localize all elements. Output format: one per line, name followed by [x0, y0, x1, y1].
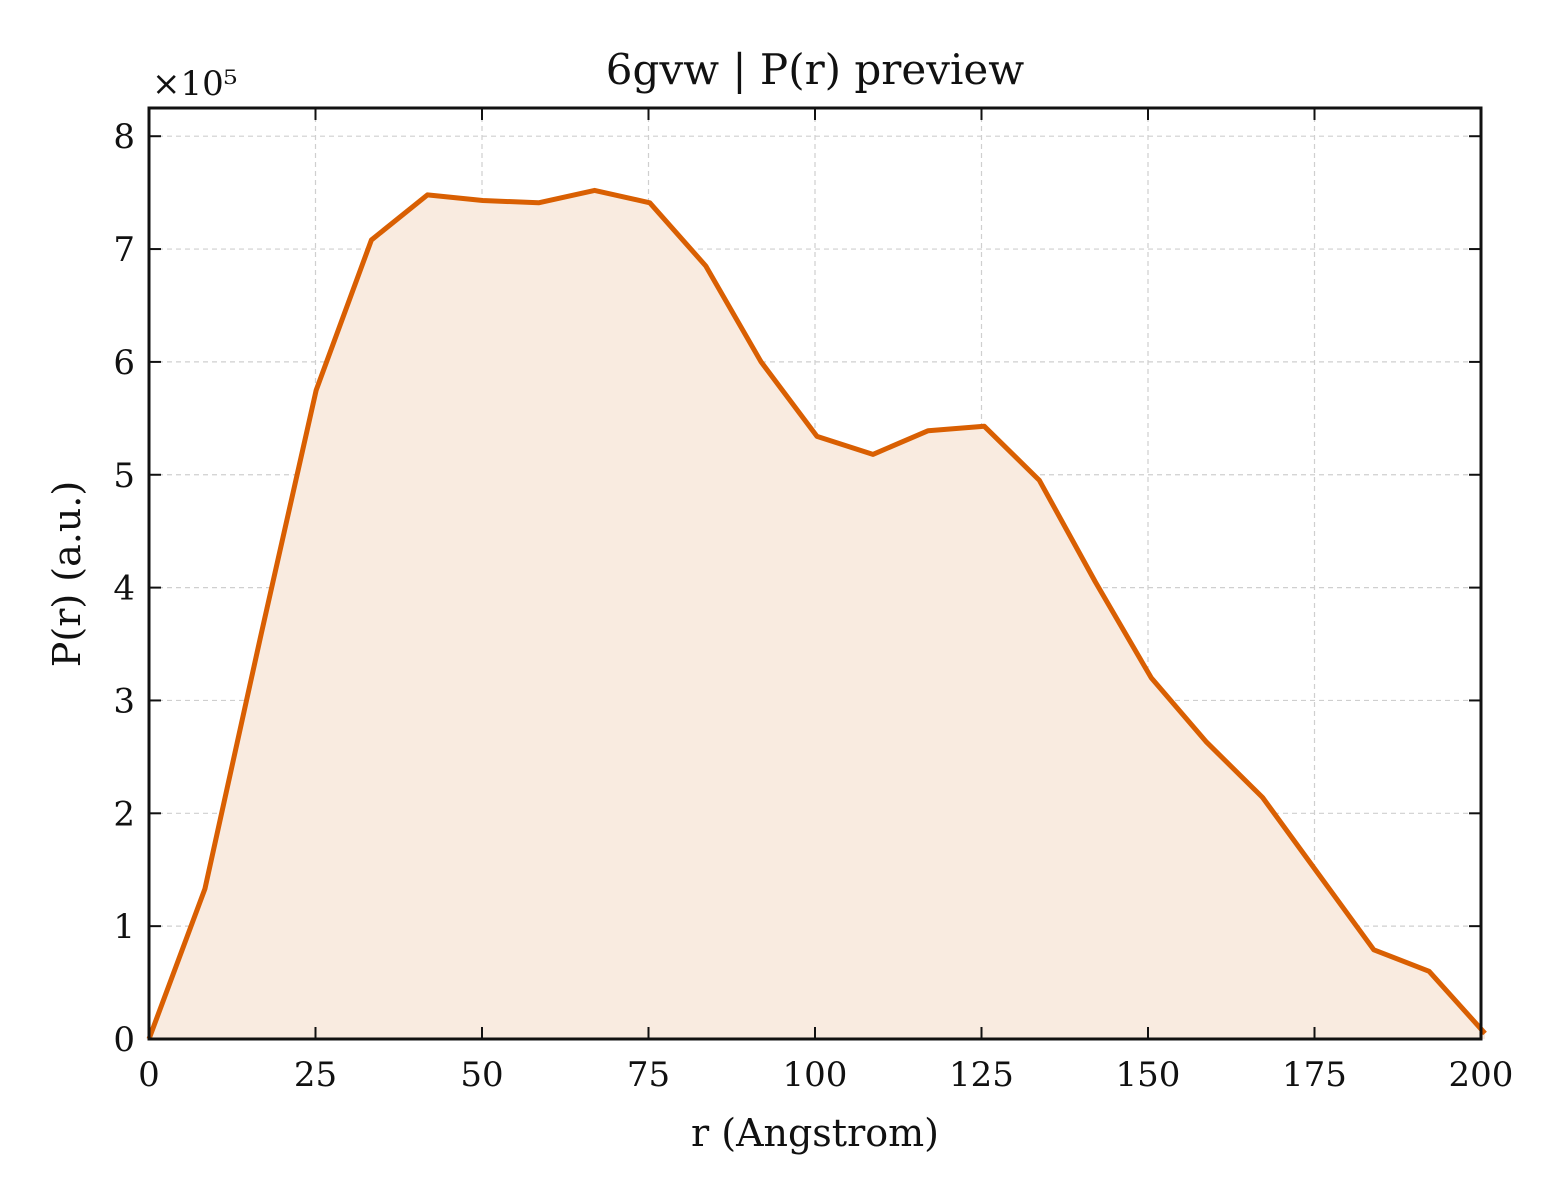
- pr-series-line: [146, 187, 1487, 1040]
- y-tick-label: 7: [113, 230, 135, 270]
- ticks: [148, 108, 1482, 1040]
- y-axis-offset-label: ×10⁵: [152, 64, 237, 104]
- tick-labels: 0 25 50 75 100 125 150 175 200 0 1 2 3 4 5 6 7 8: [113, 117, 1513, 1095]
- y-tick-label: 0: [113, 1020, 135, 1060]
- chart-title: 6gvw | P(r) preview: [606, 45, 1024, 94]
- x-tick-label: 200: [1449, 1055, 1514, 1095]
- x-axis-title: r (Angstrom): [691, 1111, 939, 1155]
- pr-area-fill: [149, 190, 1485, 1039]
- x-tick-label: 50: [460, 1055, 503, 1095]
- x-tick-label: 125: [949, 1055, 1014, 1095]
- x-tick-label: 100: [783, 1055, 848, 1095]
- y-tick-label: 6: [113, 343, 135, 383]
- y-tick-label: 3: [113, 681, 135, 721]
- x-tick-label: 75: [627, 1055, 670, 1095]
- y-tick-label: 4: [113, 569, 135, 609]
- x-tick-label: 175: [1282, 1055, 1347, 1095]
- y-axis-title: P(r) (a.u.): [45, 481, 89, 667]
- x-tick-label: 25: [294, 1055, 337, 1095]
- x-tick-label: 150: [1116, 1055, 1181, 1095]
- y-tick-label: 5: [113, 456, 135, 496]
- x-tick-label: 0: [138, 1055, 160, 1095]
- y-tick-label: 8: [113, 117, 135, 157]
- y-tick-label: 2: [113, 794, 135, 834]
- y-tick-label: 1: [113, 907, 135, 947]
